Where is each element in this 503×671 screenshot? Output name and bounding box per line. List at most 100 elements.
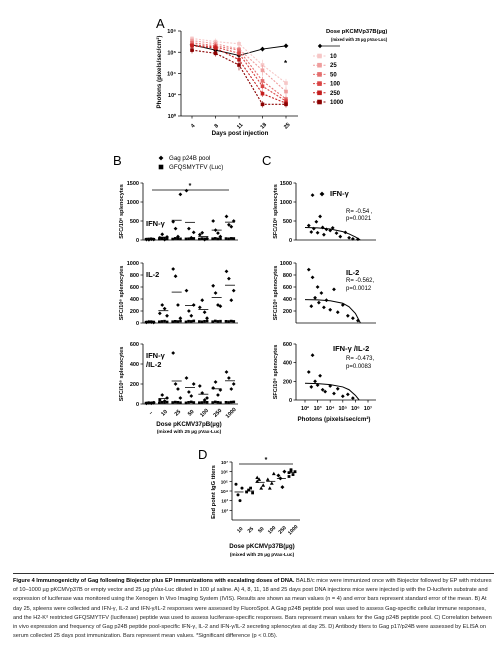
b-luc-point <box>171 401 174 404</box>
b-gag-point <box>227 376 231 380</box>
c-point <box>332 391 336 396</box>
a-legend-marker <box>317 90 322 96</box>
b-gag-point <box>176 303 180 307</box>
c-point <box>322 305 326 310</box>
b-gag-point <box>160 232 165 237</box>
b-xtick-label: 25 <box>174 409 183 418</box>
d-point <box>271 471 276 476</box>
c-xtick-label: 10² <box>301 405 309 412</box>
c-point <box>350 236 355 241</box>
c-ytick-label: 1000 <box>280 261 292 267</box>
panel-letter-b: B <box>113 153 122 168</box>
b-luc-point <box>173 400 177 404</box>
b-luc-point <box>227 320 230 323</box>
b-gag-point <box>211 219 216 223</box>
b-gag-point <box>189 394 194 398</box>
b-luc-point <box>147 237 150 241</box>
b-luc-point <box>205 319 209 323</box>
b-luc-point <box>189 320 193 323</box>
c-ytick-label: 500 <box>283 219 292 225</box>
a-point <box>237 41 241 46</box>
b-legend-luc-label: GFQSMYTFV (Luc) <box>169 164 223 171</box>
d-xtick-label: 100 <box>267 525 277 535</box>
b-xtick-label: 1000 <box>225 407 238 420</box>
b-subpanel-label: IFN-γ <box>146 219 166 228</box>
c-point <box>306 223 311 228</box>
b-subpanel-label: IL-2 <box>146 270 159 279</box>
c-ytick-label: 600 <box>283 342 292 348</box>
a-xtick-label: 18 <box>260 122 269 131</box>
b-luc-point <box>227 401 230 404</box>
b-luc-point <box>219 401 222 404</box>
b-ytick-label: 400 <box>130 362 139 368</box>
b-luc-point <box>198 401 201 404</box>
d-ytick-label: 10⁵ <box>221 479 228 484</box>
c-xtick-label: 10³ <box>314 405 322 412</box>
c-point <box>316 300 321 305</box>
a-xtick-label: 8 <box>214 123 220 129</box>
a-legend-label: 50 <box>330 72 337 78</box>
a-xlabel: Days post injection <box>212 130 269 137</box>
b-luc-point <box>219 319 222 323</box>
b-luc-point <box>229 319 233 323</box>
b-gag-point <box>162 399 167 403</box>
a-ytick-label: 10⁶ <box>167 50 176 56</box>
a-ytick-label: 10⁸ <box>167 29 176 35</box>
b-gag-point <box>173 274 178 279</box>
a-point <box>260 84 265 89</box>
c-point <box>313 379 317 384</box>
b-luc-point <box>179 319 182 323</box>
c-point <box>322 232 326 237</box>
c-ytick-label: 1500 <box>280 181 292 187</box>
panel-letter-c: C <box>262 153 272 168</box>
c-point <box>335 310 340 315</box>
b-luc-point <box>211 237 214 241</box>
b-luc-point <box>184 401 188 405</box>
b-luc-point <box>232 237 236 240</box>
a-legend-label: 25 <box>330 63 337 69</box>
d-point <box>265 477 270 481</box>
b-luc-point <box>149 401 153 405</box>
b-luc-point <box>176 237 180 240</box>
c-point <box>323 389 328 394</box>
b-luc-point <box>189 400 193 404</box>
d-xlabel: Dose pKCMVp37B(µg) <box>229 543 294 550</box>
c-point <box>356 237 360 242</box>
b-luc-point <box>211 320 214 323</box>
b-ylabel: SFC/10⁶ splenocytes <box>119 266 125 321</box>
b-ytick-label: 200 <box>130 309 139 315</box>
b-luc-point <box>147 320 150 324</box>
b-luc-point <box>227 237 230 241</box>
b-gag-point <box>229 387 234 391</box>
d-point <box>261 483 266 487</box>
b-luc-point <box>179 237 182 241</box>
b-gag-point <box>224 370 229 374</box>
b-luc-point <box>163 319 166 323</box>
b-gag-point <box>157 398 162 402</box>
b-luc-point <box>229 400 233 404</box>
d-point <box>247 488 250 492</box>
a-legend-label: 1000 <box>330 100 344 106</box>
b-luc-point <box>219 237 222 240</box>
b-gag-point <box>213 291 218 295</box>
c-stat-p: p=0.0083 <box>346 364 372 370</box>
b-xlabel: Dose pKCMV37pB(µg) <box>156 421 221 428</box>
b-luc-point <box>160 320 164 323</box>
c-ytick-label: 200 <box>283 379 292 385</box>
c-point <box>350 396 355 401</box>
d-xlabel-sub: (mixed with 25 µg pVax-Luc) <box>230 552 295 558</box>
c-legend-marker <box>319 191 325 197</box>
d-point <box>259 486 264 490</box>
b-luc-point <box>198 237 201 241</box>
c-point <box>340 303 345 307</box>
d-point <box>238 499 242 503</box>
b-luc-point <box>224 237 228 240</box>
d-point <box>280 485 285 490</box>
a-point <box>284 89 288 94</box>
b-gag-point <box>202 398 207 402</box>
b-gag-point <box>205 316 209 321</box>
c-point <box>318 214 323 219</box>
a-ytick-label: 10⁴ <box>167 72 176 78</box>
c-point <box>313 295 317 300</box>
b-ytick-label: 200 <box>130 382 139 388</box>
